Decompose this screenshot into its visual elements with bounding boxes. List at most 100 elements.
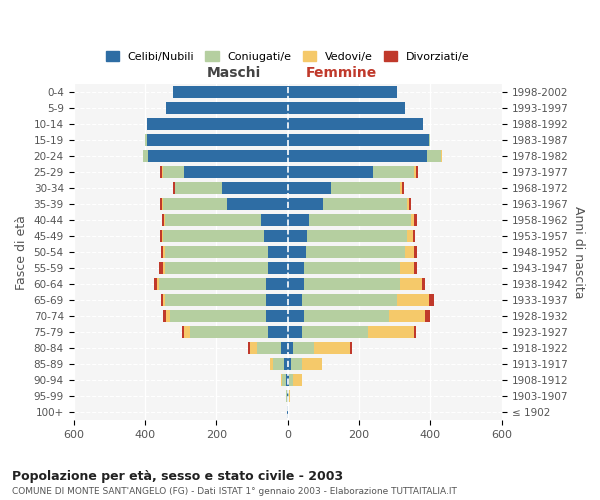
Bar (163, 198, 227, 210)
Bar (304, 278, 400, 290)
Bar (227, 198, 287, 210)
Bar (190, 326, 268, 338)
Bar (250, 342, 257, 354)
Bar (427, 150, 441, 162)
Bar (413, 230, 415, 242)
Bar (287, 214, 309, 226)
Bar (331, 182, 400, 194)
Bar (287, 134, 428, 146)
Bar (287, 230, 307, 242)
Bar (170, 310, 266, 322)
Bar (163, 310, 166, 322)
Bar (287, 182, 331, 194)
Bar (304, 262, 400, 274)
Bar (145, 134, 147, 146)
Bar (160, 230, 162, 242)
Bar (287, 406, 289, 418)
Bar (162, 214, 164, 226)
Bar (163, 294, 164, 306)
Bar (160, 198, 162, 210)
Bar (159, 262, 163, 274)
Bar (287, 278, 304, 290)
Bar (307, 230, 407, 242)
Bar (257, 342, 281, 354)
Bar (305, 246, 406, 258)
Bar (373, 166, 415, 178)
Bar (286, 390, 287, 402)
Bar (162, 198, 163, 210)
Text: Popolazione per età, sesso e stato civile - 2003: Popolazione per età, sesso e stato civil… (12, 470, 343, 483)
Bar (407, 230, 413, 242)
Bar (287, 390, 289, 402)
Bar (287, 118, 424, 130)
Bar (143, 150, 148, 162)
Bar (287, 358, 291, 370)
Bar (368, 326, 415, 338)
Bar (397, 294, 428, 306)
Bar (147, 134, 287, 146)
Bar (441, 150, 442, 162)
Bar (162, 230, 163, 242)
Bar (166, 102, 287, 115)
Bar (268, 326, 287, 338)
Bar (287, 262, 304, 274)
Bar (157, 278, 159, 290)
Bar (409, 198, 411, 210)
Bar (154, 278, 157, 290)
Bar (425, 310, 430, 322)
Legend: Celibi/Nubili, Coniugati/e, Vedovi/e, Divorziati/e: Celibi/Nubili, Coniugati/e, Vedovi/e, Di… (101, 46, 475, 66)
Bar (159, 278, 266, 290)
Bar (164, 294, 266, 306)
Bar (415, 262, 417, 274)
Bar (283, 374, 286, 386)
Bar (173, 86, 287, 99)
Bar (287, 102, 406, 115)
Bar (161, 246, 163, 258)
Bar (287, 374, 289, 386)
Bar (161, 294, 163, 306)
Bar (287, 86, 397, 99)
Bar (415, 166, 416, 178)
Bar (163, 262, 164, 274)
Bar (274, 358, 284, 370)
Y-axis label: Fasce di età: Fasce di età (15, 215, 28, 290)
Bar (164, 246, 268, 258)
Bar (428, 294, 434, 306)
Bar (422, 278, 425, 290)
Bar (293, 374, 302, 386)
Bar (286, 374, 287, 386)
Bar (268, 246, 287, 258)
Bar (416, 166, 418, 178)
Bar (163, 230, 265, 242)
Bar (248, 342, 250, 354)
Bar (289, 374, 293, 386)
Bar (287, 246, 305, 258)
Bar (350, 342, 352, 354)
Bar (184, 326, 190, 338)
Bar (304, 310, 389, 322)
Bar (268, 262, 287, 274)
Bar (266, 310, 287, 322)
Bar (291, 358, 302, 370)
Text: Femmine: Femmine (305, 66, 377, 80)
Bar (175, 182, 221, 194)
Bar (261, 214, 287, 226)
Bar (287, 294, 302, 306)
Bar (415, 326, 416, 338)
Bar (166, 310, 170, 322)
Text: Maschi: Maschi (207, 66, 261, 80)
Bar (289, 390, 290, 402)
Bar (163, 246, 164, 258)
Bar (415, 214, 417, 226)
Bar (147, 118, 287, 130)
Bar (400, 262, 415, 274)
Bar (287, 342, 293, 354)
Bar (400, 182, 402, 194)
Bar (402, 182, 404, 194)
Y-axis label: Anni di nascita: Anni di nascita (572, 206, 585, 298)
Bar (407, 198, 409, 210)
Bar (323, 198, 407, 210)
Bar (309, 214, 411, 226)
Bar (221, 182, 287, 194)
Bar (302, 294, 397, 306)
